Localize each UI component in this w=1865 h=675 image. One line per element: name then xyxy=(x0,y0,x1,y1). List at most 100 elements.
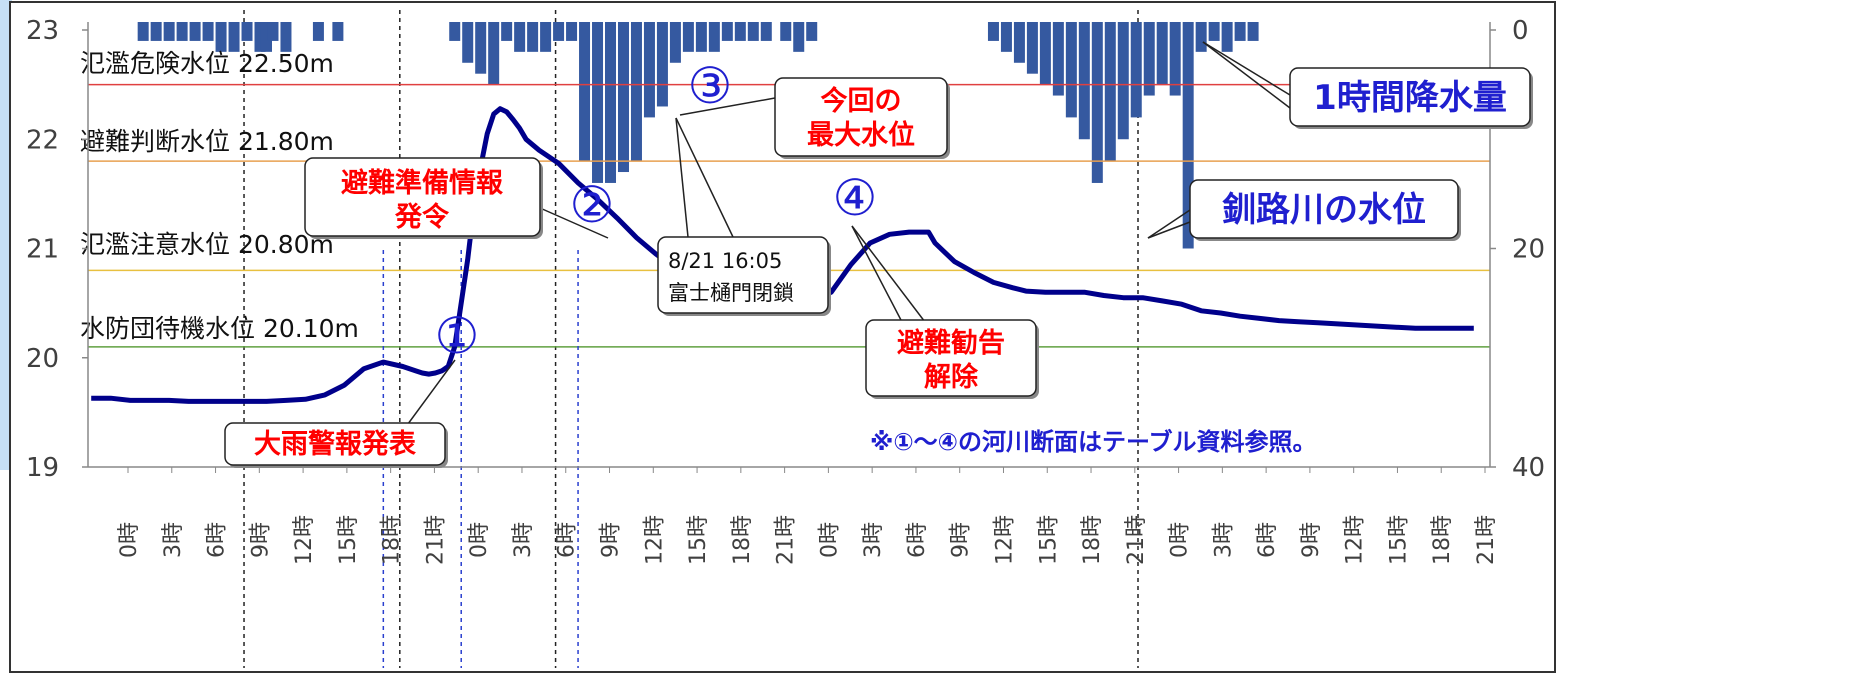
threshold-label: 氾濫危険水位 22.50m xyxy=(80,49,334,78)
callout-box-4 xyxy=(865,319,1037,397)
x-tick-label: 3時 xyxy=(161,522,186,558)
x-tick-label: 18時 xyxy=(1080,515,1105,565)
rain-bar xyxy=(1208,22,1220,41)
rain-bar xyxy=(1091,22,1103,183)
event-2-label-line2: 発令 xyxy=(394,201,450,233)
x-tick-label: 15時 xyxy=(686,515,711,565)
x-tick-label: 0時 xyxy=(817,522,842,558)
rain-bar xyxy=(1156,22,1168,85)
water-series-label: 釧路川の水位 xyxy=(1222,190,1426,230)
callout-pointer-3 xyxy=(679,97,776,116)
rain-label-pointer-a xyxy=(1202,41,1291,96)
x-tick-label: 18時 xyxy=(380,515,405,565)
x-tick-label: 21時 xyxy=(423,515,448,565)
x-tick-label: 6時 xyxy=(1255,522,1280,558)
callout-pointer-1 xyxy=(404,359,456,429)
callout-pointer-4b xyxy=(851,225,926,323)
rain-bar xyxy=(793,22,805,52)
event-2-mark: ② xyxy=(570,176,615,234)
x-tick-label: 6時 xyxy=(905,522,930,558)
rain-bar xyxy=(669,22,681,63)
gate-note-line1: 8/21 16:05 xyxy=(668,249,782,273)
rain-bar xyxy=(1000,22,1012,52)
threshold-label: 氾濫注意水位 20.80m xyxy=(80,230,334,259)
rain-bar xyxy=(514,22,526,52)
x-tick-label: 15時 xyxy=(1386,515,1411,565)
rain-bar xyxy=(1039,22,1051,85)
rain-bar xyxy=(501,22,513,41)
rain-bar xyxy=(150,22,162,41)
rain-bar xyxy=(1026,22,1038,74)
rain-bar xyxy=(475,22,487,74)
water-label-pointer-a xyxy=(1147,209,1191,239)
y-left-tick-label: 19 xyxy=(26,453,59,483)
rain-bar xyxy=(1130,22,1142,118)
callout-box-1 xyxy=(224,422,446,466)
rain-bar xyxy=(747,22,759,41)
rain-bar xyxy=(617,22,629,173)
x-tick-label: 12時 xyxy=(992,515,1017,565)
rain-bar xyxy=(1234,22,1246,41)
rain-bar xyxy=(527,22,539,52)
x-tick-label: 0時 xyxy=(117,522,142,558)
y-right-tick-label: 40 xyxy=(1512,453,1545,483)
x-tick-label: 3時 xyxy=(1211,522,1236,558)
callout-pointer-2 xyxy=(539,207,609,239)
callout-box-3 xyxy=(774,77,948,157)
y-left-tick-label: 23 xyxy=(26,16,59,46)
event-3-label-line1: 今回の xyxy=(821,85,902,117)
rain-label-box xyxy=(1289,67,1531,127)
y-right-tick-label: 0 xyxy=(1512,16,1529,46)
rain-bar xyxy=(228,22,240,52)
y-left-tick-label: 21 xyxy=(26,235,59,265)
rain-bar xyxy=(553,22,565,41)
rain-bar xyxy=(1182,22,1194,249)
x-tick-label: 0時 xyxy=(1168,522,1193,558)
rain-bar xyxy=(267,22,279,41)
rain-bar xyxy=(449,22,461,41)
rain-bar xyxy=(566,22,578,41)
rain-bar xyxy=(1013,22,1025,63)
rain-bar xyxy=(215,22,227,52)
event-1-label: 大雨警報発表 xyxy=(254,429,416,460)
rain-bar xyxy=(488,22,500,85)
rain-bar xyxy=(332,22,344,41)
gate-pointer-a xyxy=(675,117,689,238)
gate-note-box xyxy=(657,236,829,314)
event-3-label-line2: 最大水位 xyxy=(807,119,915,151)
rain-bar xyxy=(987,22,999,41)
rain-bar xyxy=(462,22,474,63)
callout-pointer-4a xyxy=(851,225,903,323)
rain-bar xyxy=(734,22,746,41)
rain-bar xyxy=(780,22,792,41)
rain-bar xyxy=(1104,22,1116,162)
event-3-mark: ③ xyxy=(688,57,733,115)
x-tick-label: 12時 xyxy=(642,515,667,565)
rain-bar xyxy=(682,22,694,52)
x-tick-label: 21時 xyxy=(774,515,799,565)
water-label-pointer-b xyxy=(1147,221,1191,239)
rain-bar xyxy=(643,22,655,118)
rain-bar xyxy=(695,22,707,52)
rain-bar xyxy=(1065,22,1077,118)
rain-bar xyxy=(189,22,201,41)
rain-bar xyxy=(760,22,772,41)
rain-bar xyxy=(241,22,253,41)
x-tick-label: 6時 xyxy=(205,522,230,558)
x-tick-label: 21時 xyxy=(1124,515,1149,565)
rain-bar xyxy=(1143,22,1155,96)
y-left-tick-label: 22 xyxy=(26,125,59,155)
x-tick-label: 18時 xyxy=(1430,515,1455,565)
rain-bar xyxy=(579,22,591,162)
threshold-label: 水防団待機水位 20.10m xyxy=(80,314,359,343)
rain-bar xyxy=(176,22,188,41)
rain-label-pointer-b xyxy=(1202,41,1291,109)
x-tick-label: 15時 xyxy=(1036,515,1061,565)
rain-bar xyxy=(137,22,149,41)
x-tick-label: 9時 xyxy=(949,522,974,558)
gate-pointer-b xyxy=(675,117,734,238)
y-left-tick-label: 20 xyxy=(26,344,59,374)
rain-bar xyxy=(708,22,720,52)
rain-bar xyxy=(260,22,272,52)
